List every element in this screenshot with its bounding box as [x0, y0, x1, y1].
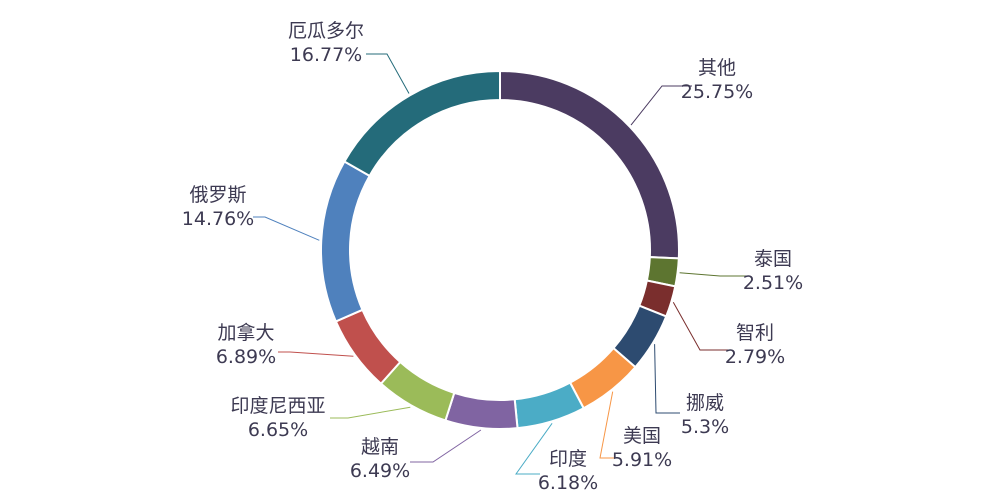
slice-percent-11: 16.77% — [290, 44, 362, 66]
slice-percent-10: 14.76% — [182, 208, 254, 230]
leader-line-5 — [599, 391, 616, 459]
leader-line-9 — [278, 351, 354, 357]
slice-name-1: 其他 — [698, 57, 736, 79]
donut-slice-9 — [334, 308, 402, 386]
donut-slice-11 — [343, 69, 501, 178]
leader-line-2 — [679, 272, 748, 277]
slice-percent-2: 2.51% — [743, 272, 803, 294]
slice-name-10: 俄罗斯 — [189, 184, 246, 206]
slice-percent-5: 5.91% — [612, 449, 672, 471]
slice-label-10: 俄罗斯 14.76% — [182, 184, 254, 230]
slice-name-2: 泰国 — [754, 248, 792, 270]
leader-line-8 — [330, 406, 411, 419]
slice-label-2: 泰国 2.51% — [743, 248, 803, 294]
slice-label-6: 印度 6.18% — [538, 448, 598, 494]
leader-line-1 — [630, 85, 692, 126]
leader-line-10 — [253, 216, 320, 241]
slice-name-6: 印度 — [549, 448, 587, 470]
slice-label-3: 智利 2.79% — [725, 322, 785, 368]
leader-line-6 — [515, 423, 553, 475]
donut-slice-10 — [320, 160, 371, 323]
slice-percent-4: 5.3% — [681, 416, 729, 438]
labels-layer: 其他 25.75%泰国 2.51%智利 2.79%挪威 5.3%美国 5.91%印度 6.1… — [182, 20, 803, 494]
slice-label-7: 越南 6.49% — [350, 436, 410, 482]
slice-label-11: 厄瓜多尔 16.77% — [288, 20, 364, 66]
slice-name-11: 厄瓜多尔 — [288, 20, 364, 42]
leader-line-7 — [410, 429, 482, 463]
slice-label-9: 加拿大 6.89% — [216, 321, 276, 368]
slice-label-1: 其他 25.75% — [681, 57, 753, 103]
slice-percent-8: 6.65% — [248, 419, 308, 441]
slice-name-5: 美国 — [623, 425, 661, 447]
leader-line-3 — [672, 301, 728, 351]
leader-lines-layer — [253, 53, 748, 475]
donut-slice-6 — [513, 381, 586, 430]
slice-percent-9: 6.89% — [216, 346, 276, 368]
leader-line-4 — [654, 344, 680, 414]
slice-label-4: 挪威 5.3% — [681, 392, 729, 438]
slice-label-8: 印度尼西亚 6.65% — [230, 395, 325, 441]
slice-percent-6: 6.18% — [538, 472, 598, 494]
slice-name-7: 越南 — [361, 436, 399, 458]
slice-name-4: 挪威 — [686, 392, 724, 414]
slice-name-3: 智利 — [736, 322, 774, 344]
slice-percent-7: 6.49% — [350, 460, 410, 482]
slice-percent-1: 25.75% — [681, 81, 753, 103]
slice-percent-3: 2.79% — [725, 346, 785, 368]
leader-line-11 — [366, 53, 410, 94]
slice-label-5: 美国 5.91% — [612, 425, 672, 471]
slice-name-9: 加拿大 — [217, 321, 274, 344]
slices-layer — [320, 69, 680, 430]
donut-slice-7 — [444, 391, 519, 430]
slice-name-8: 印度尼西亚 — [230, 395, 325, 417]
